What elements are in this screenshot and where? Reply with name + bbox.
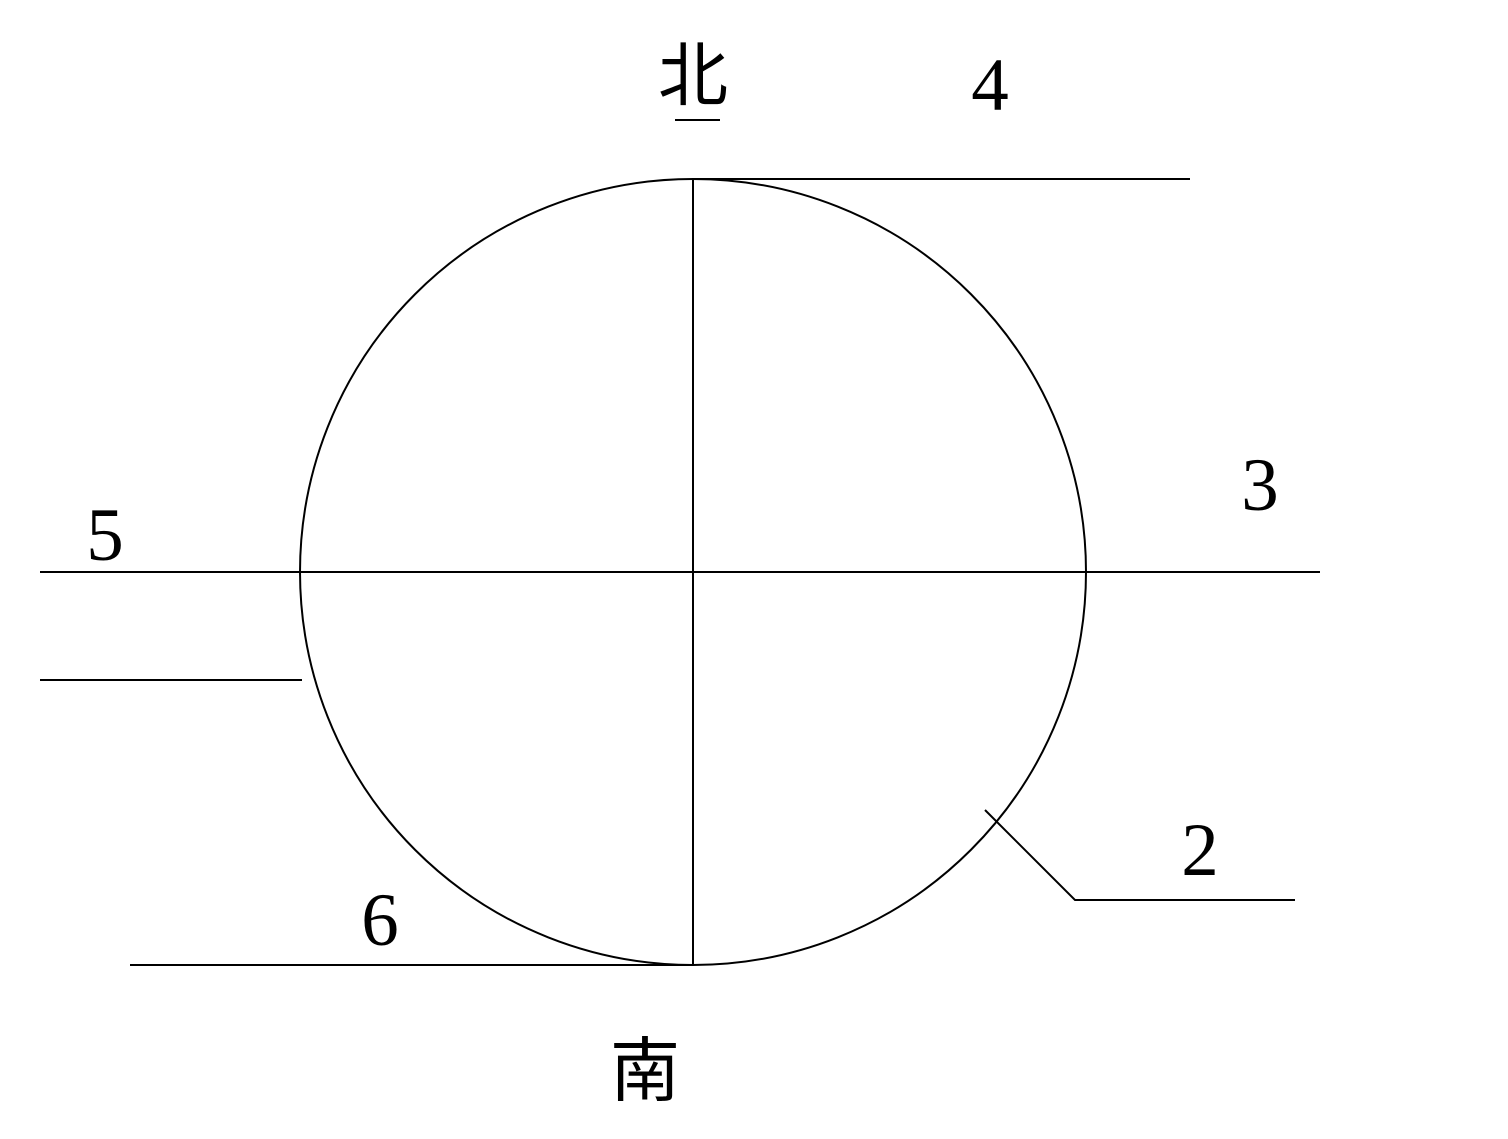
leader-4-label: 4 xyxy=(971,44,1009,127)
label-north: 北 xyxy=(658,39,728,116)
leader-3-label: 3 xyxy=(1241,444,1279,527)
leader-2-label: 2 xyxy=(1181,809,1219,892)
leader-6-label: 6 xyxy=(361,879,399,962)
diagram-canvas: 北 南 4 3 5 6 2 xyxy=(0,0,1508,1139)
leader-5-label: 5 xyxy=(86,494,124,577)
label-south: 南 xyxy=(610,1034,680,1111)
leader-2-polyline xyxy=(985,810,1295,900)
